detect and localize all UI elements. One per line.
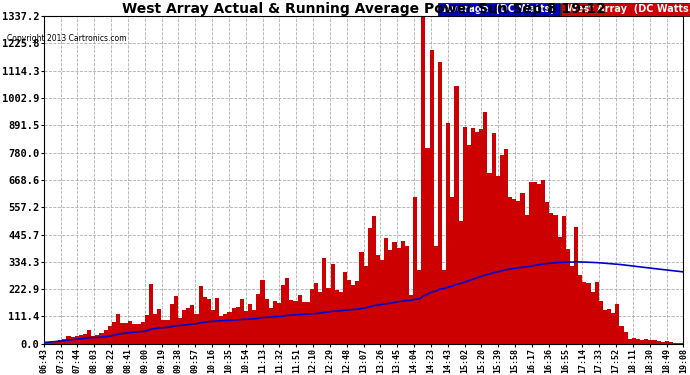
- Text: Average  (DC Watts): Average (DC Watts): [440, 4, 558, 15]
- Title: West Array Actual & Running Average Power Sun Sep 8 19:12: West Array Actual & Running Average Powe…: [121, 2, 606, 16]
- Text: West Array  (DC Watts): West Array (DC Watts): [563, 4, 690, 15]
- Text: Copyright 2013 Cartronics.com: Copyright 2013 Cartronics.com: [7, 34, 126, 43]
